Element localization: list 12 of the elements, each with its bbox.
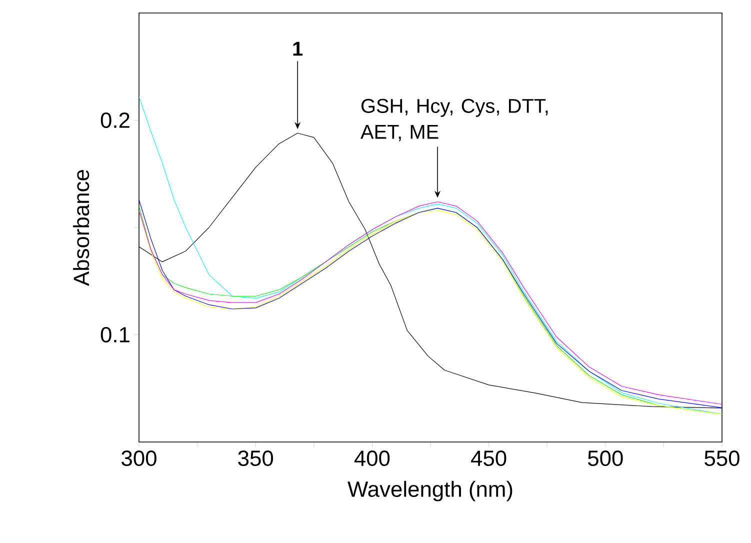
annotation: GSH, Hcy, Cys, DTT, AET, ME <box>360 98 548 142</box>
x-tick-label: 550 <box>704 450 740 466</box>
y-axis-title: Absorbance <box>73 170 90 286</box>
y-tick-label: 0.2 <box>100 112 130 128</box>
x-tick-label: 450 <box>471 450 506 466</box>
x-tick-label: 350 <box>238 450 274 466</box>
x-tick-label: 500 <box>588 450 623 466</box>
x-tick-label: 300 <box>122 450 156 466</box>
x-axis-title: Wavelength (nm) <box>348 480 512 502</box>
annotation: 1 <box>293 42 303 56</box>
x-tick-label: 400 <box>354 450 390 466</box>
y-tick-label: 0.1 <box>100 326 130 343</box>
